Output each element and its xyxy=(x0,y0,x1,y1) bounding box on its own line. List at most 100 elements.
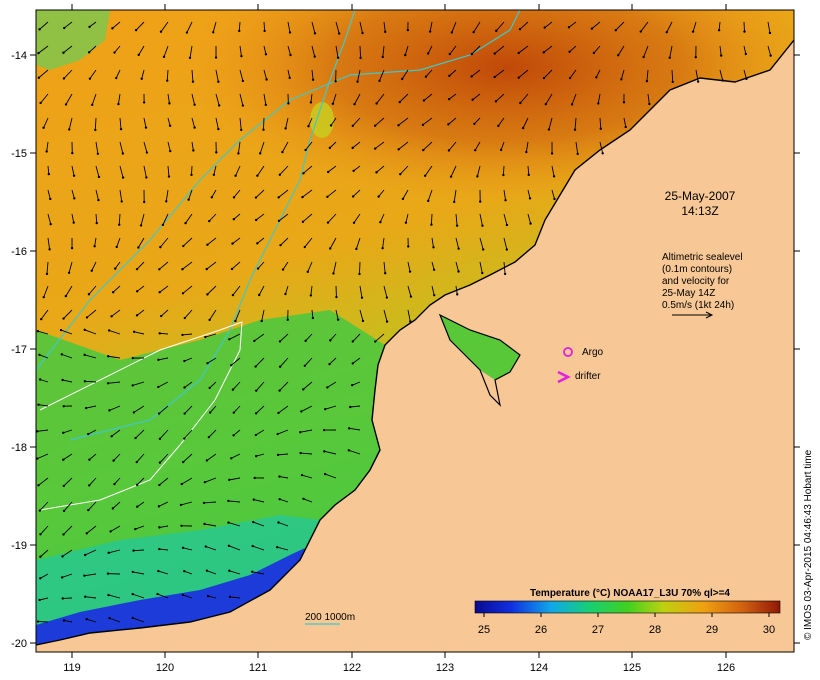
velocity-arrow xyxy=(111,429,121,437)
velocity-arrow-head xyxy=(599,127,602,130)
velocity-arrow xyxy=(191,165,193,175)
velocity-arrow-head xyxy=(277,196,280,199)
velocity-arrow-head xyxy=(230,267,234,271)
velocity-arrow-head xyxy=(183,316,187,320)
velocity-arrow-head xyxy=(521,126,525,130)
velocity-arrow-head xyxy=(145,176,148,179)
velocity-arrow xyxy=(137,237,145,248)
velocity-arrow-head xyxy=(334,80,337,83)
velocity-arrow-head xyxy=(375,171,378,174)
velocity-arrow-head xyxy=(399,172,402,176)
velocity-arrow-head xyxy=(617,54,620,57)
velocity-arrow-head xyxy=(90,269,93,272)
velocity-arrow xyxy=(307,261,313,273)
velocity-arrow xyxy=(182,453,193,463)
velocity-arrow-head xyxy=(300,410,303,413)
velocity-arrow xyxy=(39,597,49,601)
velocity-arrow xyxy=(47,189,51,200)
coastline xyxy=(36,39,794,646)
velocity-arrow-head xyxy=(400,77,404,81)
velocity-arrow xyxy=(256,453,265,457)
velocity-arrow-head xyxy=(180,524,183,527)
velocity-arrow xyxy=(285,285,289,295)
velocity-arrow-head xyxy=(573,128,577,131)
velocity-arrow xyxy=(84,329,97,335)
velocity-arrow xyxy=(108,594,121,599)
colorbar-tick-label: 27 xyxy=(592,624,604,636)
velocity-arrow xyxy=(167,93,170,104)
velocity-arrow-head xyxy=(385,320,389,323)
altimetry-note-line: (0.1m contours) xyxy=(662,264,732,275)
velocity-arrow xyxy=(277,429,289,435)
velocity-arrow-head xyxy=(289,53,292,57)
velocity-arrow-head xyxy=(278,389,281,392)
velocity-arrow xyxy=(91,261,97,271)
velocity-arrow-head xyxy=(347,449,351,452)
velocity-arrow xyxy=(278,453,289,456)
velocity-arrow-head xyxy=(83,353,86,357)
velocity-arrow xyxy=(88,501,97,511)
velocity-arrow xyxy=(615,21,625,31)
velocity-arrow xyxy=(620,69,625,80)
velocity-arrow xyxy=(46,261,49,274)
velocity-arrow xyxy=(110,525,121,532)
velocity-arrow xyxy=(65,285,73,297)
velocity-arrow-head xyxy=(279,243,282,247)
velocity-arrow-head xyxy=(108,409,111,412)
velocity-arrow xyxy=(181,477,193,485)
velocity-arrow xyxy=(311,21,316,34)
velocity-arrow-head xyxy=(590,27,594,30)
velocity-arrow-head xyxy=(481,248,485,251)
velocity-arrow xyxy=(215,69,219,82)
velocity-arrow-head xyxy=(302,497,305,501)
velocity-arrow-head xyxy=(96,152,100,155)
velocity-arrow xyxy=(184,570,193,575)
velocity-arrow xyxy=(324,450,337,455)
velocity-arrow-head xyxy=(208,219,211,223)
velocity-arrow xyxy=(232,381,241,390)
velocity-arrow-head xyxy=(313,55,316,58)
velocity-arrow xyxy=(671,69,674,82)
velocity-arrow xyxy=(119,141,124,154)
velocity-arrow xyxy=(278,189,289,198)
velocity-arrow xyxy=(135,525,145,530)
lon-tick-label: 120 xyxy=(156,662,174,674)
velocity-arrow-head xyxy=(36,430,39,433)
velocity-arrow xyxy=(379,69,385,82)
velocity-arrow xyxy=(551,189,555,200)
velocity-arrow-head xyxy=(448,52,452,56)
velocity-arrow xyxy=(332,261,337,274)
velocity-arrow-head xyxy=(499,148,503,152)
velocity-arrow-head xyxy=(303,364,307,367)
velocity-arrow-head xyxy=(352,221,356,224)
velocity-arrow xyxy=(455,213,458,226)
velocity-arrow-head xyxy=(401,197,405,201)
velocity-arrow-head xyxy=(158,547,161,551)
contour-cyan-1 xyxy=(36,10,521,371)
velocity-arrow-head xyxy=(62,619,66,622)
velocity-arrow xyxy=(287,21,291,33)
velocity-arrow-head xyxy=(135,483,139,487)
velocity-arrow xyxy=(182,547,193,551)
velocity-arrow-head xyxy=(212,31,215,34)
velocity-arrow-head xyxy=(642,55,645,59)
velocity-arrow-head xyxy=(62,405,65,408)
velocity-arrow xyxy=(500,141,505,151)
velocity-arrow-head xyxy=(428,30,432,33)
velocity-arrow-head xyxy=(373,124,377,127)
velocity-arrow-head xyxy=(543,26,546,29)
velocity-arrow-head xyxy=(72,221,75,224)
velocity-arrow xyxy=(162,213,169,226)
gulf-water xyxy=(440,315,520,380)
velocity-arrow-head xyxy=(115,76,118,80)
velocity-arrow-head xyxy=(351,383,354,387)
velocity-arrow xyxy=(112,501,121,509)
velocity-arrow xyxy=(132,593,145,599)
velocity-arrow-head xyxy=(135,460,138,464)
velocity-arrow xyxy=(352,357,361,364)
velocity-arrow xyxy=(189,45,193,58)
velocity-arrow-head xyxy=(278,475,281,478)
velocity-arrow-head xyxy=(39,577,42,580)
velocity-arrow xyxy=(280,237,289,246)
velocity-arrow xyxy=(184,381,193,388)
